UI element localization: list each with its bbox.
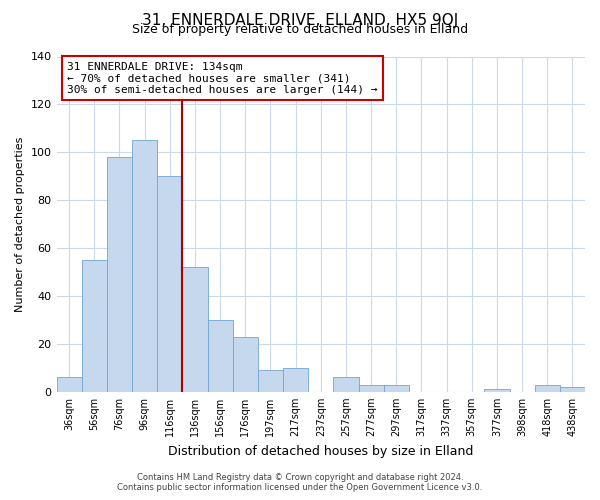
Bar <box>157 176 182 392</box>
Bar <box>334 378 359 392</box>
Text: Size of property relative to detached houses in Elland: Size of property relative to detached ho… <box>132 22 468 36</box>
Bar <box>383 384 409 392</box>
Bar <box>560 387 585 392</box>
Bar <box>182 268 208 392</box>
Bar <box>107 157 132 392</box>
Bar <box>484 390 509 392</box>
Bar <box>233 336 258 392</box>
Bar <box>132 140 157 392</box>
Text: 31, ENNERDALE DRIVE, ELLAND, HX5 9QJ: 31, ENNERDALE DRIVE, ELLAND, HX5 9QJ <box>142 12 458 28</box>
Bar <box>283 368 308 392</box>
Y-axis label: Number of detached properties: Number of detached properties <box>15 136 25 312</box>
Bar <box>535 384 560 392</box>
Bar <box>56 378 82 392</box>
Text: 31 ENNERDALE DRIVE: 134sqm
← 70% of detached houses are smaller (341)
30% of sem: 31 ENNERDALE DRIVE: 134sqm ← 70% of deta… <box>67 62 377 94</box>
X-axis label: Distribution of detached houses by size in Elland: Distribution of detached houses by size … <box>168 444 473 458</box>
Bar <box>258 370 283 392</box>
Bar <box>82 260 107 392</box>
Bar <box>208 320 233 392</box>
Bar <box>359 384 383 392</box>
Text: Contains HM Land Registry data © Crown copyright and database right 2024.
Contai: Contains HM Land Registry data © Crown c… <box>118 473 482 492</box>
